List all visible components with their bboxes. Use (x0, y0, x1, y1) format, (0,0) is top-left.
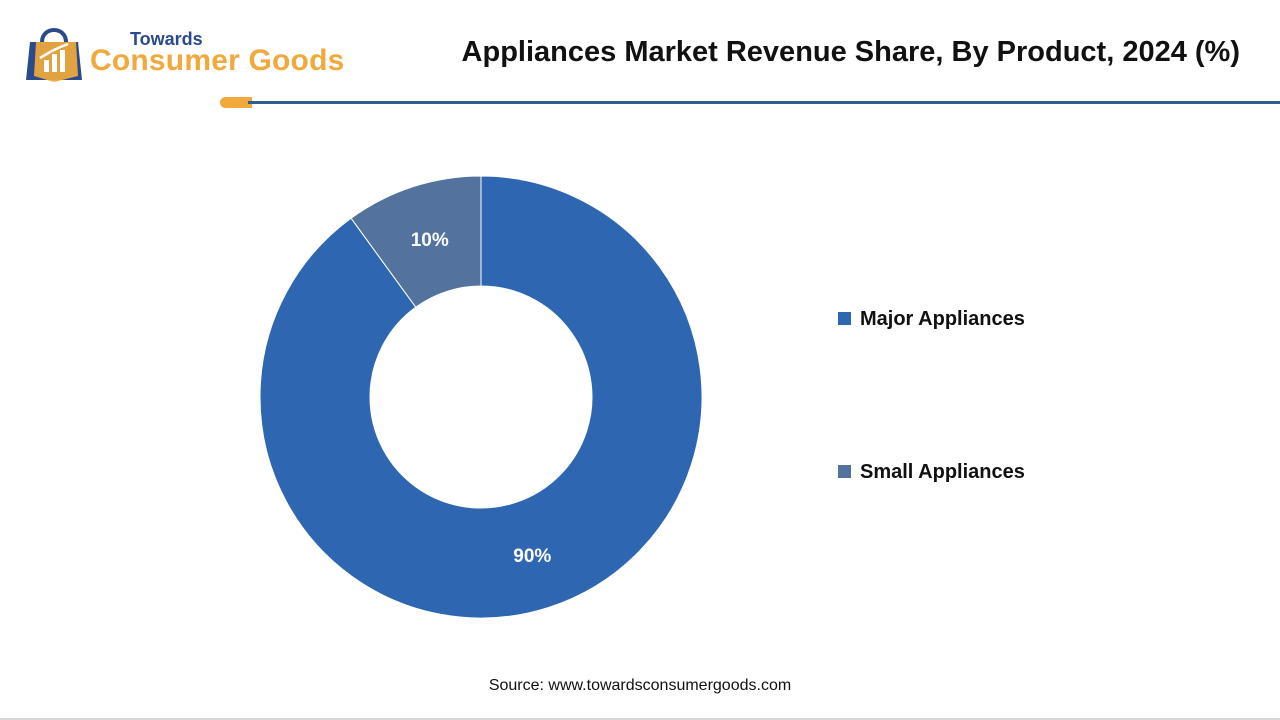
legend-swatch-small-appliances (838, 465, 851, 478)
legend-swatch-major-appliances (838, 312, 851, 325)
source-text: Source: www.towardsconsumergoods.com (488, 677, 792, 694)
logo-top-text: Towards (130, 29, 203, 49)
donut-slice-major-appliances (259, 175, 703, 619)
bottom-border (0, 718, 1280, 720)
logo-main-text: Consumer Goods (90, 44, 345, 77)
donut-slice-small-appliances (350, 175, 482, 308)
donut-chart: 90% 10% Major Appliances Small Appliances (259, 175, 1025, 619)
data-label-small-appliances: 10% (411, 230, 449, 251)
source-note: Source: www.towardsconsumergoods.com (0, 677, 1280, 695)
title-accent-pill (220, 97, 252, 108)
brand-logo: Towards Consumer Goods (20, 20, 370, 86)
shopping-bag-icon (26, 28, 82, 82)
title-divider (248, 101, 1280, 104)
chart-title: Appliances Market Revenue Share, By Prod… (461, 36, 1240, 68)
legend-label-small-appliances: Small Appliances (860, 461, 1025, 483)
legend-label-major-appliances: Major Appliances (860, 308, 1025, 330)
data-label-major-appliances: 90% (513, 546, 551, 567)
